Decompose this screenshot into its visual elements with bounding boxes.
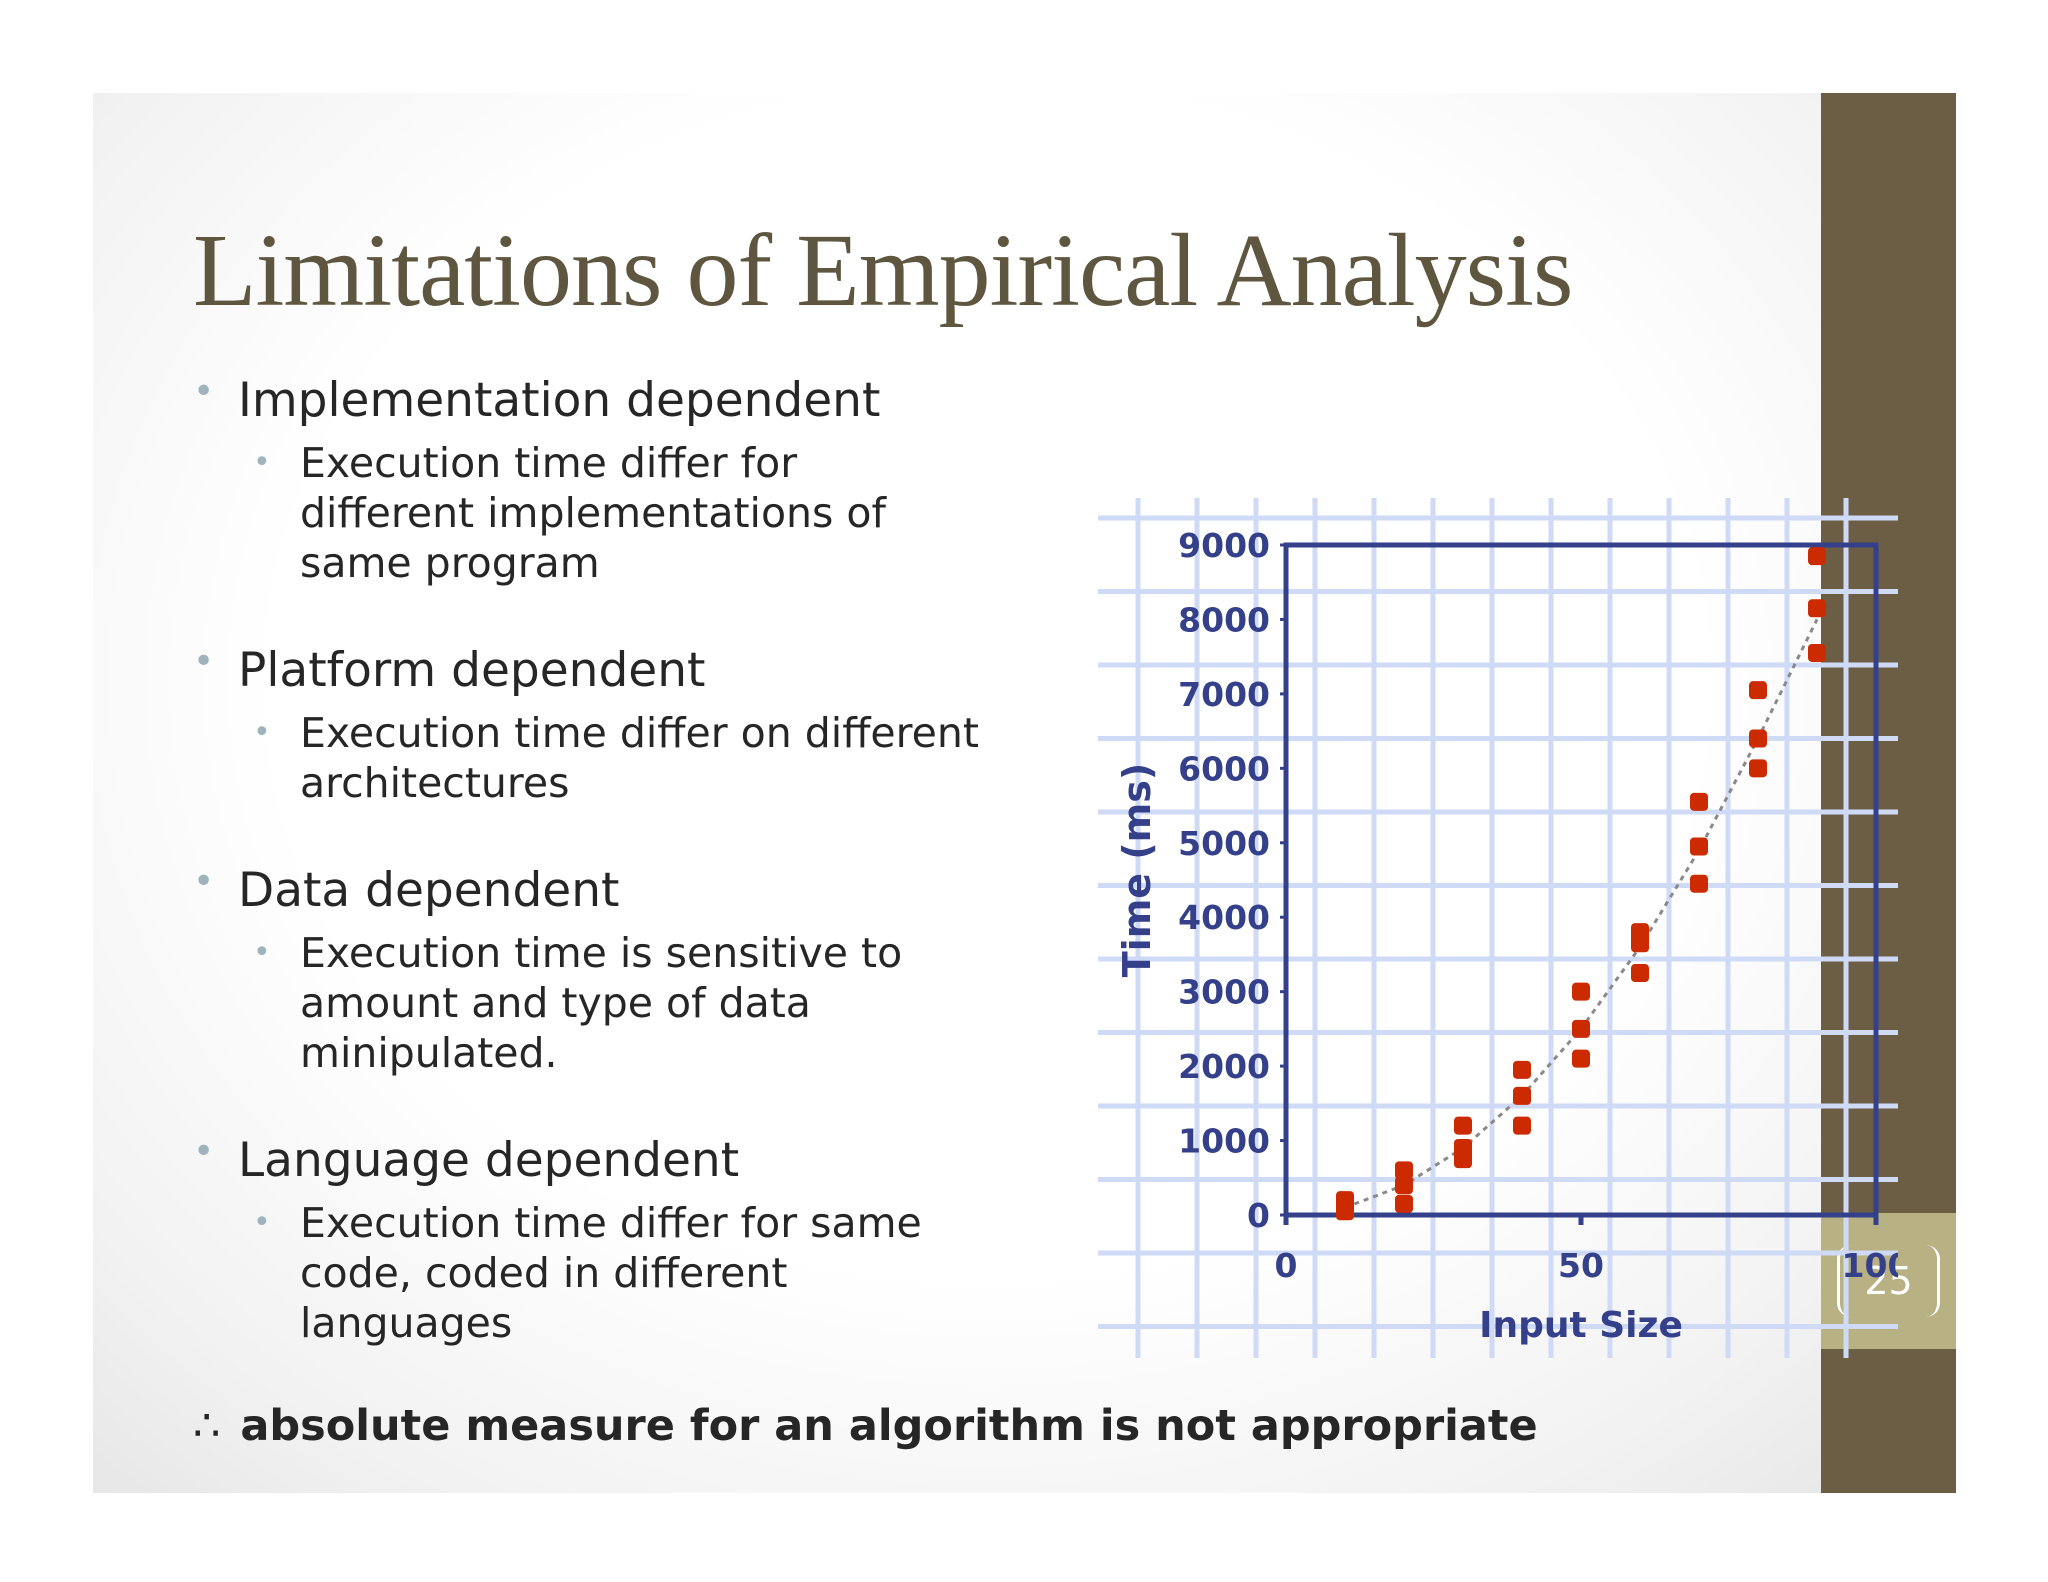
sub-bullet-dot-icon: • [253, 935, 271, 970]
y-tick-label: 9000 [1178, 526, 1270, 565]
y-tick-label: 5000 [1178, 824, 1270, 863]
y-tick-label: 3000 [1178, 973, 1270, 1012]
bullet-dot-icon: • [193, 371, 215, 412]
data-point [1690, 837, 1708, 856]
y-tick-label: 4000 [1178, 898, 1270, 937]
trend-line [1344, 618, 1819, 1209]
data-point [1395, 1161, 1413, 1180]
data-point [1572, 1049, 1590, 1068]
data-point [1808, 547, 1826, 566]
x-tick-label: 50 [1558, 1246, 1604, 1285]
y-tick-label: 7000 [1178, 675, 1270, 714]
x-tick-label: 100 [1842, 1246, 1898, 1285]
y-tick-label: 1000 [1178, 1122, 1270, 1161]
therefore-icon: ∴ [193, 1401, 221, 1451]
x-tick-label: 0 [1275, 1246, 1298, 1285]
data-point [1808, 643, 1826, 662]
data-point [1808, 599, 1826, 618]
slide-title: Limitations of Empirical Analysis [193, 213, 1573, 328]
data-point [1690, 874, 1708, 893]
bullet-dot-icon: • [193, 1131, 215, 1172]
data-point [1513, 1116, 1531, 1135]
data-point [1749, 759, 1767, 778]
data-point [1572, 982, 1590, 1001]
y-tick-label: 8000 [1178, 600, 1270, 639]
x-axis-label: Input Size [1479, 1305, 1683, 1346]
conclusion: ∴ absolute measure for an algorithm is no… [193, 1401, 1538, 1451]
data-point [1572, 1019, 1590, 1038]
data-point [1513, 1060, 1531, 1079]
y-axis-label: Time (ms) [1115, 763, 1159, 978]
data-point [1690, 792, 1708, 811]
page-number-bracket-icon: 25 [1837, 1245, 1940, 1317]
data-point [1631, 923, 1649, 942]
y-tick-label: 2000 [1178, 1047, 1270, 1086]
data-point [1336, 1191, 1354, 1210]
bullet-dot-icon: • [193, 641, 215, 682]
data-point [1513, 1086, 1531, 1105]
bullet-dot-icon: • [193, 861, 215, 902]
data-point [1395, 1194, 1413, 1213]
data-point [1454, 1116, 1472, 1135]
slide: 25 Limitations of Empirical Analysis • I… [93, 93, 1956, 1493]
sub-bullet-dot-icon: • [253, 445, 271, 480]
sub-bullet-dot-icon: • [253, 715, 271, 750]
data-point [1631, 964, 1649, 983]
scatter-chart: 0 1000 2000 3000 4000 5000 6000 7000 8000 9000 0 50… [1098, 498, 1898, 1358]
data-point [1454, 1139, 1472, 1157]
data-point [1749, 729, 1767, 748]
sub-bullet-dot-icon: • [253, 1205, 271, 1240]
y-tick-label: 6000 [1178, 749, 1270, 788]
page-number: 25 [1864, 1259, 1913, 1303]
data-point [1395, 1176, 1413, 1195]
y-tick-label: 0 [1247, 1196, 1270, 1235]
data-point [1749, 681, 1767, 700]
